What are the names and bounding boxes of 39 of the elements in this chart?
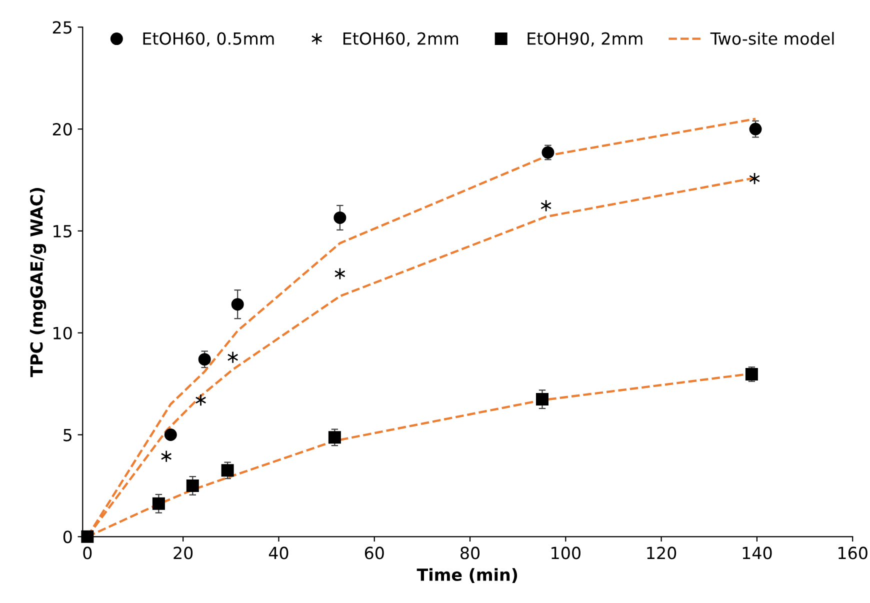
legend-label: EtOH90, 2mm	[528, 32, 642, 47]
point	[164, 428, 177, 442]
y-tick-label: 10	[54, 326, 72, 340]
y-tick-label: 5	[64, 428, 72, 442]
x-tick-label: 20	[174, 546, 193, 560]
y-tick-label: 20	[52, 123, 72, 136]
point	[221, 464, 234, 477]
x-axis-title: Time (min)	[416, 568, 518, 583]
point	[227, 351, 238, 364]
point	[198, 353, 211, 366]
x-tick-label: 80	[460, 546, 480, 560]
point	[81, 530, 94, 543]
y-axis-title: TPC (mgGAE/g WAC)	[30, 188, 46, 378]
point	[542, 146, 554, 159]
point	[186, 479, 199, 492]
legend-label: EtOH60, 0.5mm	[143, 32, 274, 47]
x-tick-label: 0	[83, 546, 92, 560]
x-tick-label: 160	[838, 546, 868, 560]
point	[160, 450, 172, 463]
x-tick-label: 120	[647, 546, 676, 560]
point	[745, 368, 758, 380]
legend-label: EtOH60, 2mm	[343, 32, 458, 47]
point	[195, 394, 206, 406]
x-tick-label: 60	[364, 546, 384, 560]
legend-label: Two-site model	[710, 32, 834, 45]
y-tick-label: 0	[63, 530, 72, 544]
point	[749, 122, 762, 136]
point	[536, 393, 548, 406]
x-tick-label: 100	[552, 546, 580, 560]
x-tick-label: 40	[268, 546, 288, 560]
x-tick-label: 140	[742, 546, 772, 560]
point	[231, 298, 244, 311]
point	[152, 497, 165, 510]
point	[334, 211, 346, 224]
y-tick-label: 15	[54, 225, 72, 238]
point	[749, 172, 760, 185]
y-tick-label: 25	[52, 21, 72, 34]
point	[334, 268, 346, 280]
point	[328, 431, 341, 444]
